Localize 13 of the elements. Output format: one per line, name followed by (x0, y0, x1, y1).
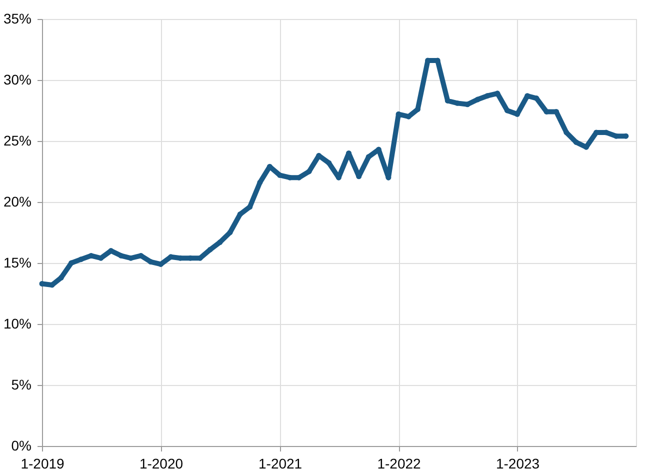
y-tick-label: 5% (11, 376, 32, 392)
y-tick-label: 35% (3, 10, 32, 26)
y-tick-label: 25% (3, 132, 32, 148)
y-tick-label: 30% (3, 72, 32, 88)
y-tick-label: 0% (11, 438, 32, 454)
x-tick-label: 1-2020 (139, 456, 184, 470)
x-tick-label: 1-2021 (258, 456, 302, 470)
y-tick-label: 15% (3, 254, 32, 270)
x-tick-label: 1-2023 (496, 456, 540, 470)
y-tick-label: 10% (3, 316, 32, 332)
x-tick-label: 1-2022 (377, 456, 422, 470)
x-tick-label: 1-2019 (20, 456, 65, 470)
y-tick-label: 20% (3, 194, 32, 210)
